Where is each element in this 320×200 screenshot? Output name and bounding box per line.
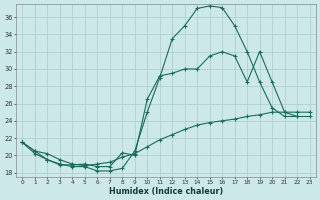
X-axis label: Humidex (Indice chaleur): Humidex (Indice chaleur) [109,187,223,196]
